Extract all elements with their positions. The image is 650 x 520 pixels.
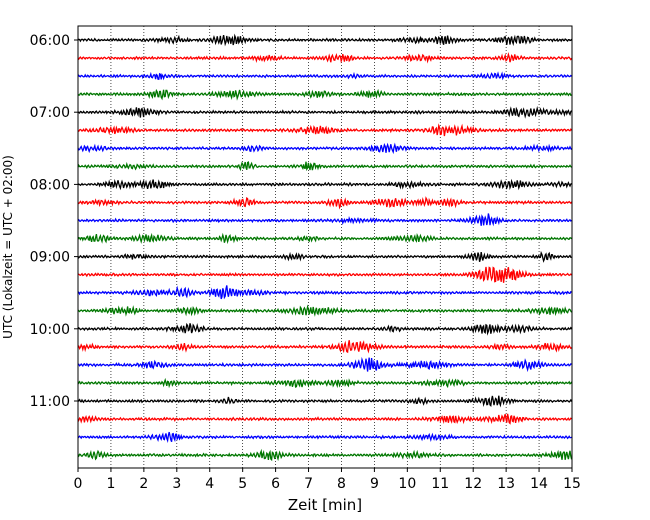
x-tick-label: 6 [271,476,280,492]
x-tick-label: 7 [304,476,313,492]
trace-line [77,52,573,64]
x-tick-label: 4 [205,476,214,492]
trace-line [77,161,573,172]
y-tick-label: 07:00 [30,105,70,121]
trace-line [77,322,573,336]
trace-line [77,178,572,191]
y-tick-label: 10:00 [30,322,70,338]
x-tick-label: 15 [563,476,581,492]
y-tick-label: 11:00 [30,394,70,410]
trace-line [77,213,572,227]
x-tick-label: 13 [497,476,515,492]
trace-line [77,395,573,408]
y-axis-label: UTC (Lokalzeit = UTC + 02:00) [1,155,15,339]
y-tick-label: 08:00 [30,177,70,193]
trace-line [77,266,573,283]
x-tick-label: 5 [238,476,247,492]
trace-line [77,71,573,81]
y-tick-label: 06:00 [30,33,70,49]
trace-line [77,88,572,101]
x-tick-label: 14 [530,476,548,492]
trace-line [77,340,573,354]
trace-line [77,431,572,443]
x-tick-label: 1 [106,476,115,492]
y-tick-label: 09:00 [30,250,70,266]
x-axis: 0 1 2 3 4 5 6 7 8 9 10 11 12 13 14 15 [74,468,581,492]
plot-frame [77,25,573,469]
trace-line [77,377,573,389]
plot-background [78,26,572,468]
x-tick-label: 10 [398,476,416,492]
x-tick-label: 12 [464,476,482,492]
x-tick-label: 2 [139,476,148,492]
trace-line [77,413,572,425]
trace-line [77,304,573,317]
trace-line [77,285,572,300]
trace-line [77,250,572,263]
trace-line [77,123,573,137]
traces [77,33,573,462]
x-tick-label: 9 [370,476,379,492]
x-axis-label: Zeit [min] [288,496,362,514]
trace-line [77,196,573,210]
y-axis: 06:00 07:00 08:00 09:00 10:00 11:00 [30,33,78,410]
x-tick-label: 11 [431,476,449,492]
trace-line [77,33,573,47]
trace-line [77,448,573,462]
trace-line [77,105,573,119]
trace-line [77,142,573,155]
trace-line [77,232,573,245]
x-tick-label: 3 [172,476,181,492]
x-tick-label: 8 [337,476,346,492]
trace-line [77,356,572,373]
x-tick-label: 0 [74,476,83,492]
